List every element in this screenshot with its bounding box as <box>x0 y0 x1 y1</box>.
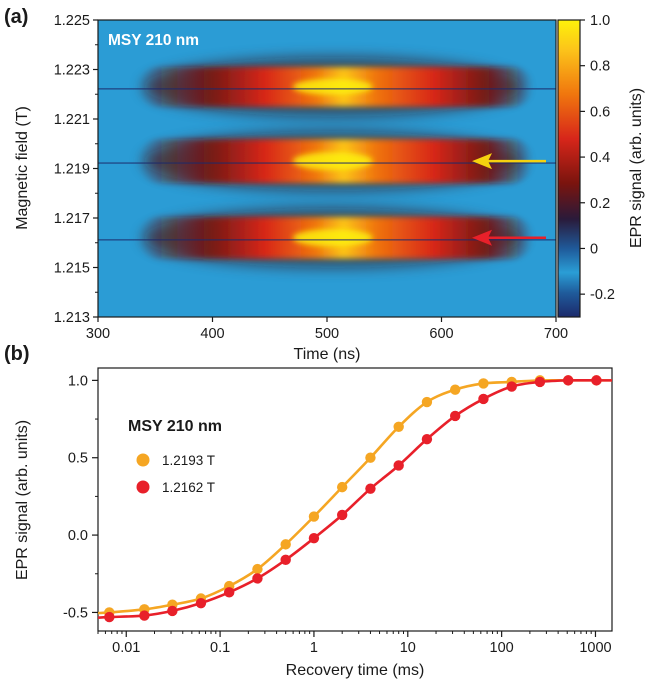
data-point <box>223 587 235 598</box>
colorbar-tick-label: 1.0 <box>590 13 610 29</box>
x-tick-label: 10 <box>400 640 416 656</box>
data-point <box>534 376 546 388</box>
legend-marker-series-1 <box>136 453 150 467</box>
data-point <box>478 393 489 405</box>
arrow-head <box>472 229 492 246</box>
x-tick-label: 1 <box>310 640 318 656</box>
data-point <box>365 452 376 463</box>
data-point <box>104 611 115 623</box>
plot-b-axes: 0.01 0.1 1 10 100 1000 -0.5 0.0 0.5 1.0 <box>63 373 612 656</box>
series-line-2 <box>98 378 612 620</box>
plot-b-x-axis-title: Recovery time (ms) <box>286 662 425 679</box>
x-tick-label: 1000 <box>579 640 611 656</box>
colorbar-tick-label: 0.2 <box>590 196 610 212</box>
field-arrows <box>472 153 546 246</box>
y-tick-label: 1.219 <box>54 162 90 178</box>
heatmap-overlay-label: MSY 210 nm <box>108 32 199 49</box>
data-point <box>336 509 348 521</box>
data-point <box>393 421 404 432</box>
data-point <box>308 511 320 522</box>
y-tick-label: -0.5 <box>63 605 88 621</box>
series-line-1 <box>98 378 612 615</box>
data-point <box>252 573 263 584</box>
data-point <box>308 532 320 544</box>
y-tick-label: 1.223 <box>54 63 90 79</box>
data-point <box>421 396 433 408</box>
colorbar-tick-label: 0.4 <box>590 150 610 166</box>
data-point <box>421 433 433 445</box>
y-tick-label: 1.225 <box>54 13 90 29</box>
x-tick-label: 0.1 <box>210 640 230 656</box>
y-tick-label: 1.213 <box>54 310 90 326</box>
heatmap-axes: 300 400 500 600 700 1.213 1.215 1.217 1.219 1.221… <box>54 13 568 342</box>
y-tick-label: 1.215 <box>54 261 90 277</box>
data-point <box>365 483 376 494</box>
y-tick-label: 1.217 <box>54 211 90 227</box>
arrow-head <box>472 153 492 170</box>
data-point <box>449 410 461 422</box>
x-tick-label: 600 <box>429 326 453 342</box>
colorbar-tick-label: 0 <box>590 241 598 257</box>
colorbar: -0.2 0 0.2 0.4 0.6 0.8 1.0 <box>557 13 615 318</box>
y-tick-label: 1.0 <box>68 373 88 389</box>
data-point <box>506 381 517 392</box>
colorbar-tick-label: 0.6 <box>590 104 610 120</box>
data-point <box>252 563 263 575</box>
x-tick-label: 300 <box>86 326 110 342</box>
signal-band-core <box>292 78 373 95</box>
data-point <box>449 384 461 395</box>
data-point <box>562 375 574 386</box>
legend-label-series-2: 1.2162 T <box>162 480 215 495</box>
panel-b-label: (b) <box>4 343 30 365</box>
data-point <box>591 375 602 386</box>
data-point <box>478 378 489 389</box>
legend: MSY 210 nm 1.2193 T 1.2162 T <box>128 418 222 495</box>
x-tick-label: 500 <box>315 326 339 342</box>
heatmap-x-axis-title: Time (ns) <box>294 346 361 363</box>
legend-marker-series-2 <box>136 480 150 494</box>
panel-a-label: (a) <box>4 6 28 28</box>
data-point <box>393 460 404 471</box>
colorbar-gradient <box>557 19 581 318</box>
signal-band-core <box>292 152 373 171</box>
heatmap <box>97 19 557 318</box>
x-tick-label: 0.01 <box>112 640 140 656</box>
data-point <box>195 597 207 609</box>
heatmap-y-axis-title: Magnetic field (T) <box>14 106 31 230</box>
data-point <box>167 605 178 617</box>
data-point <box>280 539 291 550</box>
plot-b-y-axis-title: EPR signal (arb. units) <box>14 420 31 580</box>
data-point <box>280 554 291 566</box>
y-tick-label: 1.221 <box>54 112 90 128</box>
x-tick-label: 100 <box>490 640 514 656</box>
colorbar-tick-label: -0.2 <box>590 287 615 303</box>
x-tick-label: 700 <box>544 326 568 342</box>
colorbar-tick-label: 0.8 <box>590 59 610 75</box>
x-tick-label: 400 <box>200 326 224 342</box>
y-tick-label: 0.0 <box>68 528 88 544</box>
legend-title: MSY 210 nm <box>128 418 222 435</box>
colorbar-title: EPR signal (arb. units) <box>628 88 645 248</box>
y-tick-label: 0.5 <box>68 451 88 467</box>
data-point <box>139 610 150 621</box>
legend-label-series-1: 1.2193 T <box>162 453 215 468</box>
plot-b-frame <box>97 367 613 632</box>
signal-band-core <box>292 229 373 247</box>
data-point <box>336 481 348 493</box>
plot-b-series <box>98 375 612 623</box>
